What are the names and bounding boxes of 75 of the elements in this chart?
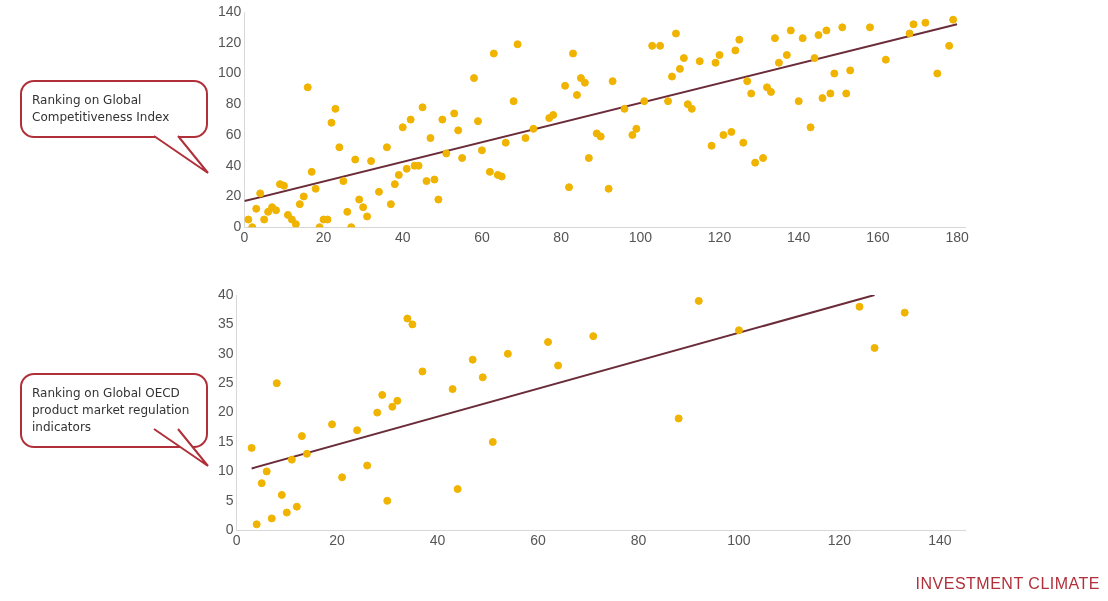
x-tick-label: 160: [866, 229, 890, 246]
y-axis-title: Ranking on Global OECD product market regulation indicators: [20, 373, 208, 448]
point: [353, 426, 362, 435]
y-tick-label: 15: [217, 432, 234, 449]
point: [388, 402, 397, 411]
x-tick-label: 120: [827, 532, 852, 549]
x-tick-label: 20: [315, 229, 332, 246]
x-tick-label: 100: [727, 532, 751, 549]
point: [870, 343, 879, 352]
x-tick-label: 40: [429, 532, 446, 549]
point: [373, 408, 382, 417]
y-tick-label: 5: [225, 491, 234, 508]
y-tick-label: 0: [225, 521, 234, 538]
y-tick-label: 35: [217, 315, 234, 332]
x-tick-label: 60: [474, 229, 490, 246]
point: [554, 361, 563, 370]
point: [403, 314, 412, 323]
y-tick-label: 25: [217, 374, 234, 391]
x-tick-label: 20: [329, 532, 346, 549]
point: [282, 508, 291, 517]
point: [448, 385, 457, 394]
y-tick-label: 10: [217, 462, 234, 479]
point: [338, 473, 347, 482]
point: [900, 308, 909, 317]
x-tick-label: 140: [928, 532, 952, 549]
point: [302, 449, 311, 458]
point: [694, 296, 703, 305]
point: [328, 420, 337, 429]
x-tick-label: 80: [630, 532, 647, 549]
y-tick-label: 40: [225, 156, 242, 173]
x-tick-label: 120: [707, 229, 732, 246]
point: [383, 496, 392, 505]
point: [292, 502, 301, 511]
point: [734, 326, 743, 335]
point: [272, 379, 281, 388]
point: [453, 485, 462, 494]
point: [488, 438, 497, 446]
point: [503, 349, 512, 358]
y-tick-label: 80: [225, 95, 242, 112]
y-tick-label: 40: [217, 285, 234, 302]
y-tick-label: 0: [233, 218, 242, 235]
point: [393, 396, 402, 405]
point: [468, 355, 477, 364]
x-tick-label: 80: [553, 229, 570, 246]
y-tick-label: 20: [217, 403, 234, 420]
point: [478, 373, 487, 382]
y-tick-label: 30: [217, 344, 234, 361]
y-tick-label: 60: [225, 125, 242, 142]
y-tick-label: 140: [218, 2, 242, 19]
point: [418, 367, 427, 376]
point: [589, 332, 598, 341]
point: [855, 302, 864, 311]
point: [277, 490, 286, 499]
point: [267, 514, 276, 523]
y-axis-title: Ranking on Global Competitiveness Index: [20, 80, 208, 138]
point: [378, 390, 387, 399]
point: [544, 338, 553, 347]
point: [247, 443, 256, 452]
x-tick-label: 40: [394, 229, 411, 246]
point: [252, 520, 261, 529]
x-tick-label: 60: [530, 532, 546, 549]
point: [297, 432, 306, 441]
y-tick-label: 120: [218, 33, 242, 50]
point: [262, 467, 271, 476]
point: [408, 320, 417, 329]
point: [287, 455, 296, 464]
point: [674, 414, 683, 423]
x-tick-label: 100: [628, 229, 653, 246]
point: [363, 461, 372, 470]
x-tick-label: 180: [945, 229, 969, 246]
text: INVESTMENT CLIMATE: [915, 575, 1100, 593]
point: [257, 479, 266, 488]
x-tick-label: 140: [787, 229, 811, 246]
y-tick-label: 20: [225, 187, 242, 204]
y-tick-label: 100: [218, 64, 242, 81]
